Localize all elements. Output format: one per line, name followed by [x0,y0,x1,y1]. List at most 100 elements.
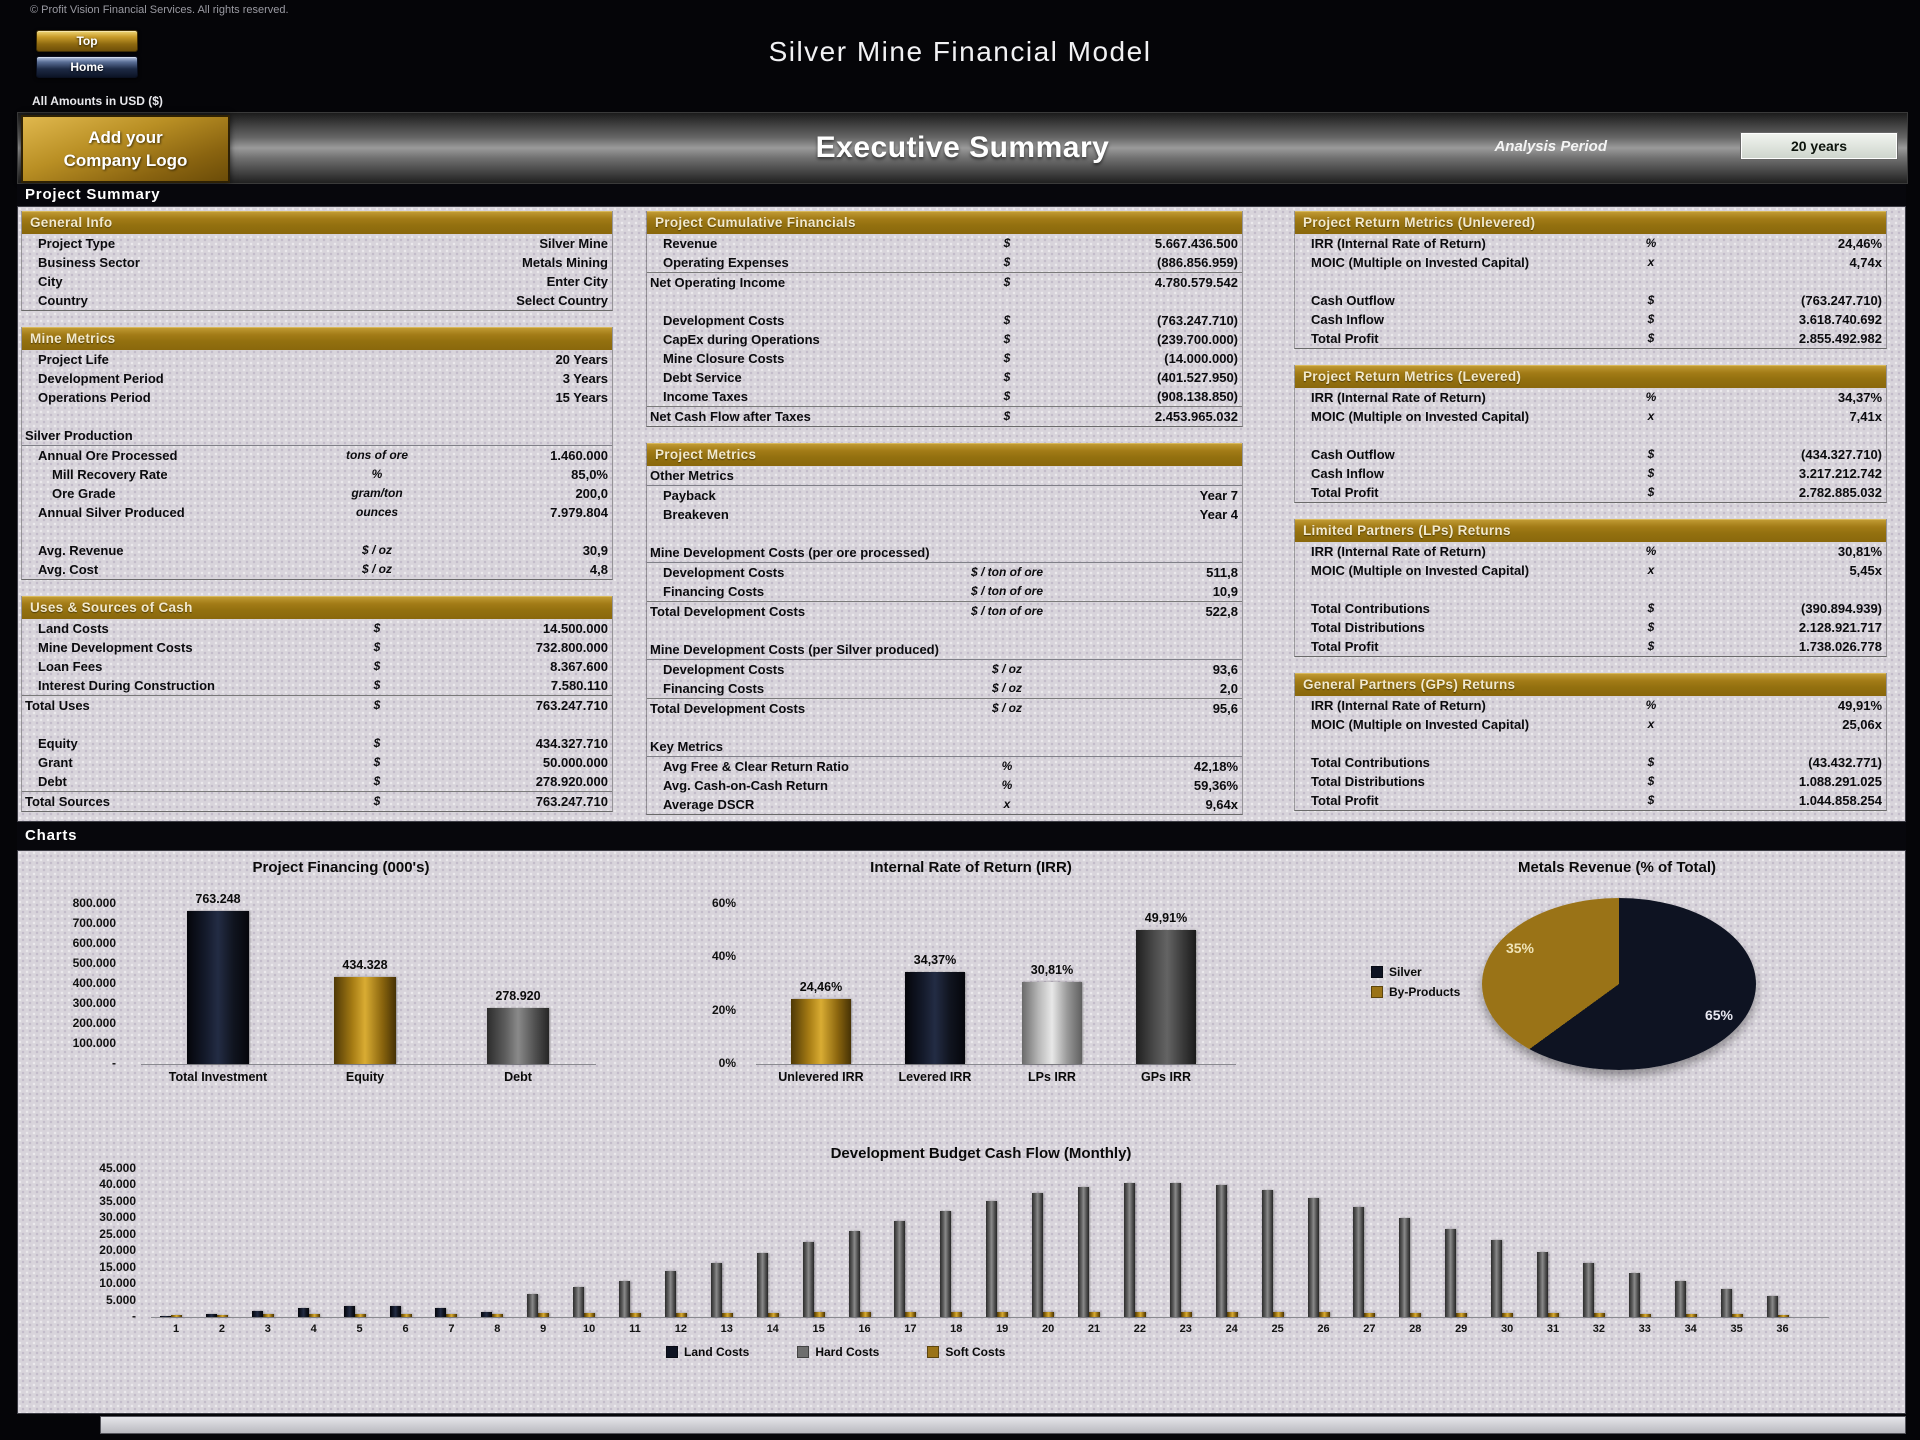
company-logo-placeholder[interactable]: Add your Company Logo [21,115,230,183]
row-unit [292,350,462,369]
spacer-row [22,715,612,734]
x-axis-label: 36 [1776,1323,1789,1335]
row-value: (434.327.710) [1801,447,1882,462]
row-unit: $ [1647,293,1655,307]
row-value: 95,6 [1212,701,1238,716]
table-row: Financing Costs $ / ton of ore 10,9 [647,582,1242,601]
chart-title: Development Budget Cash Flow (Monthly) [830,1145,1132,1162]
x-axis-label: 10 [582,1323,596,1335]
bar-unlevered-irr [791,998,851,1064]
bar-soft-costs-m4 [308,1314,320,1317]
row-unit: tons of ore [346,448,408,462]
row-value: (763.247.710) [1801,293,1882,308]
bar-soft-costs-m36 [1777,1314,1789,1317]
row-label: Key Metrics [650,739,723,754]
x-axis-label: 21 [1087,1323,1101,1335]
bar-soft-costs-m28 [1410,1312,1422,1317]
legend-swatch [666,1346,678,1358]
x-axis-label: 25 [1271,1323,1284,1335]
bar-equity [334,977,396,1064]
bar-hard-costs-m36 [1766,1295,1778,1317]
chart-title: Project Financing (000's) [252,859,430,876]
bar-hard-costs-m15 [802,1241,814,1317]
summary-section: Project Metrics Other Metrics Payback Year … [646,443,1243,815]
row-label: Project Type [38,236,116,251]
row-label: Total Sources [25,794,111,809]
row-label: MOIC (Multiple on Invested Capital) [1311,255,1530,270]
x-axis-label: 11 [629,1323,641,1335]
bar-soft-costs-m7 [446,1314,458,1317]
horizontal-scrollbar[interactable] [100,1416,1906,1434]
x-axis-label: 26 [1317,1323,1330,1335]
table-row: Interest During Construction $7.580.110 [22,676,612,695]
row-label: Mine Development Costs (per Silver produ… [650,642,939,657]
row-label: Debt Service [663,370,742,385]
bar-hard-costs-m22 [1123,1183,1135,1317]
row-label: Avg. Revenue [38,543,124,558]
bar-hard-costs-m17 [894,1220,906,1317]
analysis-period-value[interactable]: 20 years [1740,132,1898,160]
legend-swatch [1371,966,1383,978]
row-value: 200,0 [575,486,608,501]
row-label: Income Taxes [663,389,749,404]
row-value: Year 4 [1199,507,1238,522]
top-button[interactable]: Top [36,30,138,52]
summary-section: Limited Partners (LPs) Returns IRR (Inter… [1294,519,1887,657]
y-axis-tick: 400.000 [72,976,116,990]
section-header: General Info [22,211,612,234]
bar-land-costs-m3 [251,1311,263,1317]
bar-soft-costs-m20 [1043,1312,1055,1317]
x-axis-label: 13 [720,1323,733,1335]
row-unit: $ / oz [361,562,392,576]
row-unit: $ [1003,370,1011,384]
row-label: MOIC (Multiple on Invested Capital) [1311,717,1530,732]
table-row: Payback Year 7 [647,486,1242,505]
bar-soft-costs-m16 [859,1312,871,1317]
y-axis-tick: 300.000 [72,996,116,1010]
row-value: (763.247.710) [1157,313,1238,328]
row-unit: $ [1003,351,1011,365]
table-row: Mine Development Costs $732.800.000 [22,638,612,657]
y-axis-tick: 15.000 [99,1259,136,1274]
row-value: 10,9 [1212,584,1238,599]
row-unit [292,253,462,272]
bar-soft-costs-m2 [216,1314,228,1317]
legend-item-by-products: By-Products [1371,985,1460,999]
table-row: Mine Development Costs (per ore processe… [647,543,1242,563]
y-axis-tick: 40% [711,949,736,963]
x-axis-label: 2 [218,1323,225,1335]
row-value: 763.247.710 [535,698,608,713]
table-row: Total Profit $1.738.026.778 [1295,637,1886,656]
row-label: IRR (Internal Rate of Return) [1311,698,1486,713]
row-label: Avg. Cash-on-Cash Return [663,778,828,793]
copyright-text: © Profit Vision Financial Services. All … [30,4,289,16]
bar-hard-costs-m16 [848,1231,860,1317]
row-unit: % [1645,698,1657,712]
legend-item-land-costs: Land Costs [666,1345,749,1359]
row-unit: $ [1647,312,1655,326]
table-row: Avg. Cash-on-Cash Return% 59,36% [647,776,1242,795]
section-header: Project Return Metrics (Levered) [1295,365,1886,388]
bar-soft-costs-m21 [1089,1312,1100,1317]
table-row: Avg Free & Clear Return Ratio% 42,18% [647,757,1242,776]
row-label: Debt [38,774,67,789]
bar-soft-costs-m35 [1731,1314,1743,1317]
row-unit: x [1647,255,1655,269]
row-label: Total Distributions [1311,620,1425,635]
row-unit [292,291,462,310]
x-axis-label: 19 [996,1323,1009,1335]
bar-land-costs-m8 [481,1311,493,1317]
table-row: Annual Silver Produced ounces 7.979.804 [22,503,612,522]
bar-soft-costs-m26 [1318,1312,1330,1317]
row-unit: $ [1647,466,1655,480]
y-axis-tick: 700.000 [72,916,116,930]
row-label: Grant [38,755,73,770]
x-axis-label: 14 [766,1323,779,1335]
home-button[interactable]: Home [36,56,138,78]
row-unit: $ / ton of ore [971,604,1043,618]
x-axis-label: 22 [1133,1323,1147,1335]
row-label: Development Costs [663,313,785,328]
table-row: Total Development Costs $ / ton of ore 522… [647,601,1242,621]
y-axis-tick: 600.000 [72,936,116,950]
row-unit: $ [373,659,381,673]
